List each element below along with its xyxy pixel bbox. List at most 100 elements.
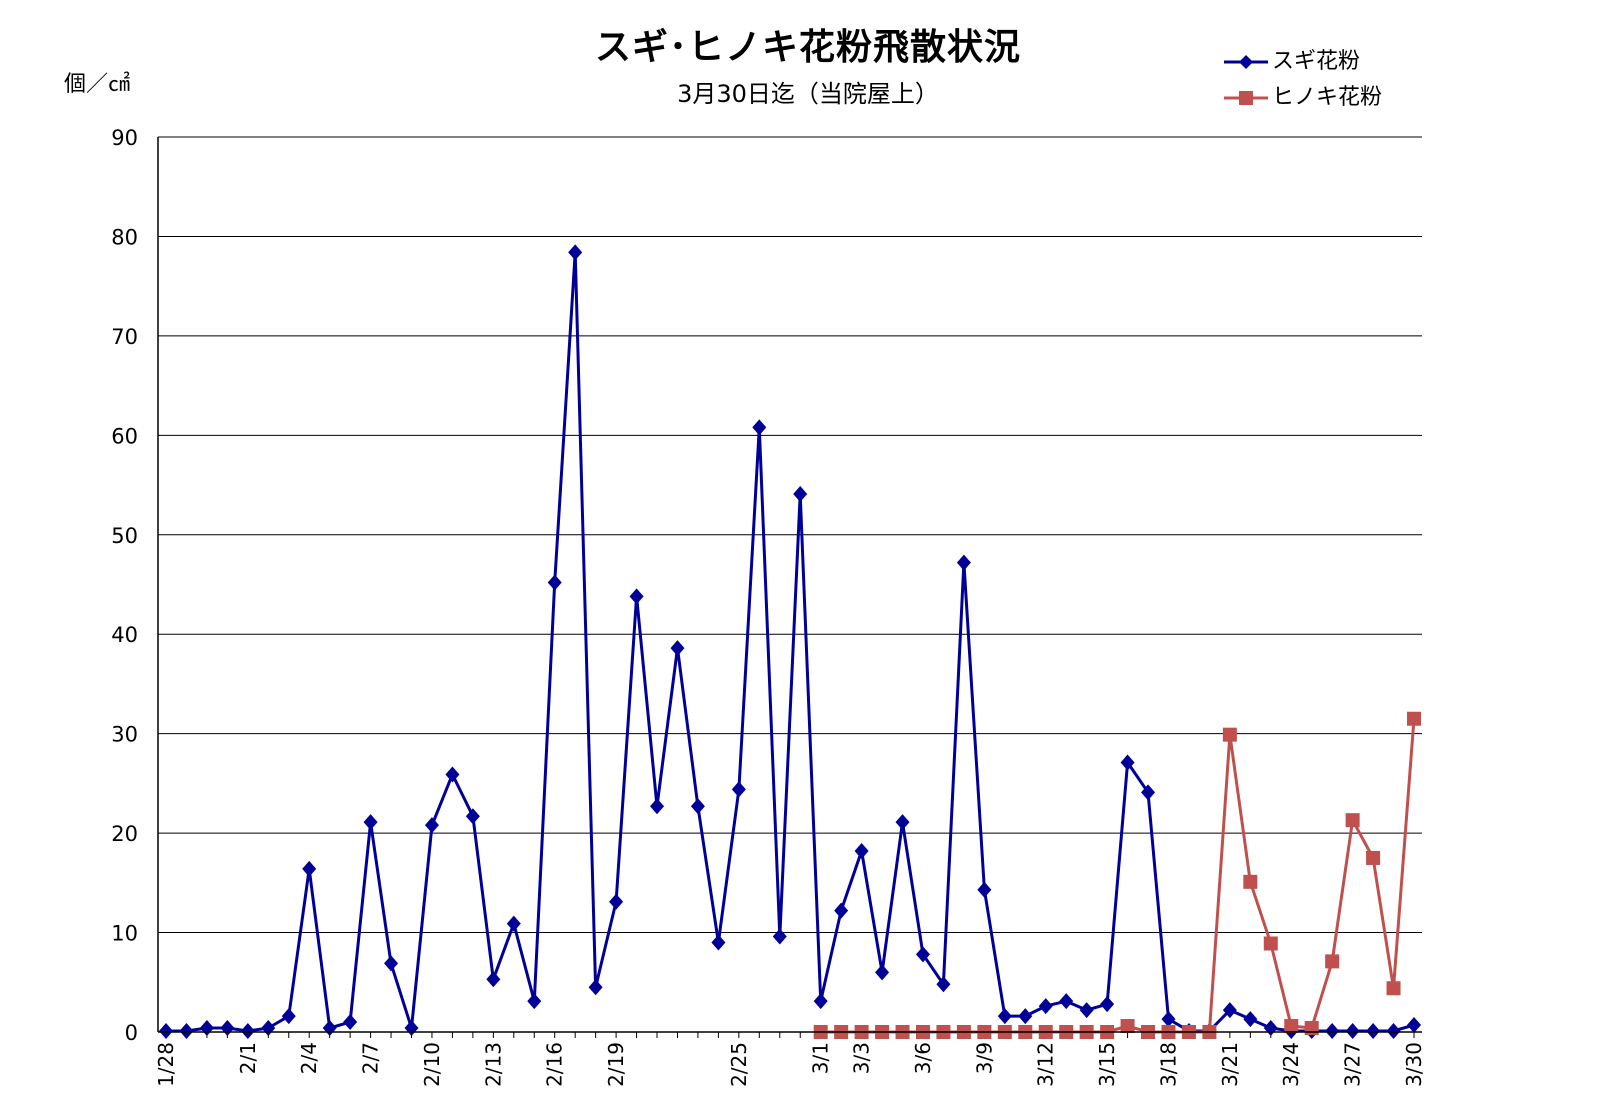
- data-point: [1222, 727, 1237, 742]
- data-point: [281, 1008, 296, 1025]
- data-point: [1263, 936, 1278, 951]
- data-point: [1059, 993, 1074, 1010]
- x-tick-label: 2/16: [543, 1042, 567, 1087]
- data-point: [588, 979, 603, 996]
- data-point: [772, 928, 787, 945]
- x-tick-label: 3/18: [1156, 1042, 1180, 1087]
- chart-legend: スギ花粉 ヒノキ花粉: [1222, 44, 1382, 116]
- x-tick-label: 2/13: [481, 1042, 505, 1087]
- data-point: [159, 1023, 173, 1040]
- x-tick-label: 2/25: [727, 1042, 751, 1087]
- data-point: [486, 971, 501, 988]
- x-tick-label: 3/24: [1279, 1042, 1303, 1087]
- data-point: [977, 881, 992, 898]
- data-point: [793, 486, 808, 503]
- data-point: [1407, 1017, 1421, 1034]
- data-point: [363, 814, 378, 831]
- y-tick-label: 90: [111, 126, 138, 150]
- data-point: [465, 808, 480, 825]
- x-tick-label: 1/28: [154, 1042, 178, 1087]
- data-point: [854, 843, 869, 860]
- y-tick-label: 40: [111, 623, 138, 647]
- data-point: [384, 955, 399, 972]
- x-tick-label: 2/7: [359, 1042, 383, 1074]
- data-point: [1243, 874, 1258, 889]
- x-tick-label: 3/12: [1034, 1042, 1058, 1087]
- legend-label-sugi: スギ花粉: [1272, 49, 1361, 74]
- x-tick-label: 3/1: [809, 1042, 833, 1074]
- data-point: [1161, 1011, 1176, 1028]
- chart-subtitle: 3月30日迄（当院屋上）: [677, 80, 939, 108]
- chart-title: スギ･ヒノキ花粉飛散状況: [594, 27, 1021, 68]
- data-point: [322, 1020, 337, 1037]
- data-point: [711, 934, 726, 951]
- x-tick-label: 3/21: [1218, 1042, 1242, 1087]
- data-point: [1304, 1021, 1319, 1036]
- data-point: [752, 419, 767, 436]
- data-point: [506, 915, 521, 932]
- x-tick-label: 3/30: [1402, 1042, 1426, 1087]
- data-point: [1263, 1020, 1278, 1037]
- data-point: [240, 1023, 255, 1040]
- data-point: [690, 798, 705, 815]
- data-point: [343, 1014, 358, 1031]
- data-point: [1243, 1011, 1258, 1028]
- data-point: [527, 993, 542, 1010]
- data-point: [179, 1023, 194, 1040]
- data-point: [1141, 784, 1156, 801]
- data-point: [936, 976, 951, 993]
- x-tick-label: 3/6: [911, 1042, 935, 1074]
- data-point: [1345, 813, 1360, 828]
- data-point: [568, 244, 583, 261]
- x-tick-label: 3/15: [1095, 1042, 1119, 1087]
- y-tick-label: 80: [111, 225, 138, 249]
- legend-item-hinoki: ヒノキ花粉: [1222, 80, 1382, 116]
- data-point: [404, 1020, 419, 1037]
- y-tick-label: 60: [111, 424, 138, 448]
- y-tick-label: 30: [111, 723, 138, 747]
- data-point: [1120, 1019, 1135, 1034]
- data-point: [629, 588, 644, 605]
- data-point: [1079, 1002, 1094, 1019]
- x-tick-label: 2/4: [297, 1042, 321, 1074]
- data-point: [1366, 1023, 1381, 1040]
- data-point: [1018, 1008, 1033, 1025]
- data-point: [956, 554, 971, 571]
- data-point: [1386, 1023, 1401, 1040]
- data-point: [1222, 1002, 1237, 1019]
- y-tick-label: 20: [111, 822, 138, 846]
- x-tick-label: 2/19: [604, 1042, 628, 1087]
- data-point: [261, 1020, 276, 1037]
- x-tick-label: 3/27: [1341, 1042, 1365, 1087]
- x-tick-label: 3/9: [972, 1042, 996, 1074]
- x-tick-label: 3/3: [850, 1042, 874, 1074]
- data-point: [1325, 954, 1340, 969]
- data-point: [424, 817, 439, 834]
- data-point: [875, 964, 890, 981]
- data-point: [220, 1020, 235, 1037]
- data-point: [1345, 1023, 1360, 1040]
- data-point: [199, 1020, 214, 1037]
- data-point: [895, 814, 910, 831]
- data-point: [1100, 996, 1115, 1013]
- y-tick-label: 50: [111, 524, 138, 548]
- legend-item-sugi: スギ花粉: [1222, 44, 1382, 80]
- data-point: [302, 860, 317, 877]
- y-axis-unit-label: 個／㎠: [64, 72, 131, 97]
- data-point: [997, 1008, 1012, 1025]
- data-point: [1366, 850, 1381, 865]
- data-point: [445, 766, 460, 783]
- data-point: [1120, 754, 1135, 771]
- legend-swatch-sugi: [1224, 55, 1268, 69]
- data-point: [731, 781, 746, 798]
- data-point: [609, 893, 624, 910]
- data-point: [1038, 998, 1053, 1015]
- series-line: [166, 250, 1415, 1033]
- legend-swatch-hinoki: [1224, 91, 1268, 105]
- y-tick-label: 0: [125, 1021, 138, 1045]
- series-sugi: [159, 244, 1421, 1040]
- data-point: [1284, 1019, 1299, 1034]
- data-point: [650, 798, 665, 815]
- legend-label-hinoki: ヒノキ花粉: [1272, 85, 1383, 110]
- data-point: [813, 993, 828, 1010]
